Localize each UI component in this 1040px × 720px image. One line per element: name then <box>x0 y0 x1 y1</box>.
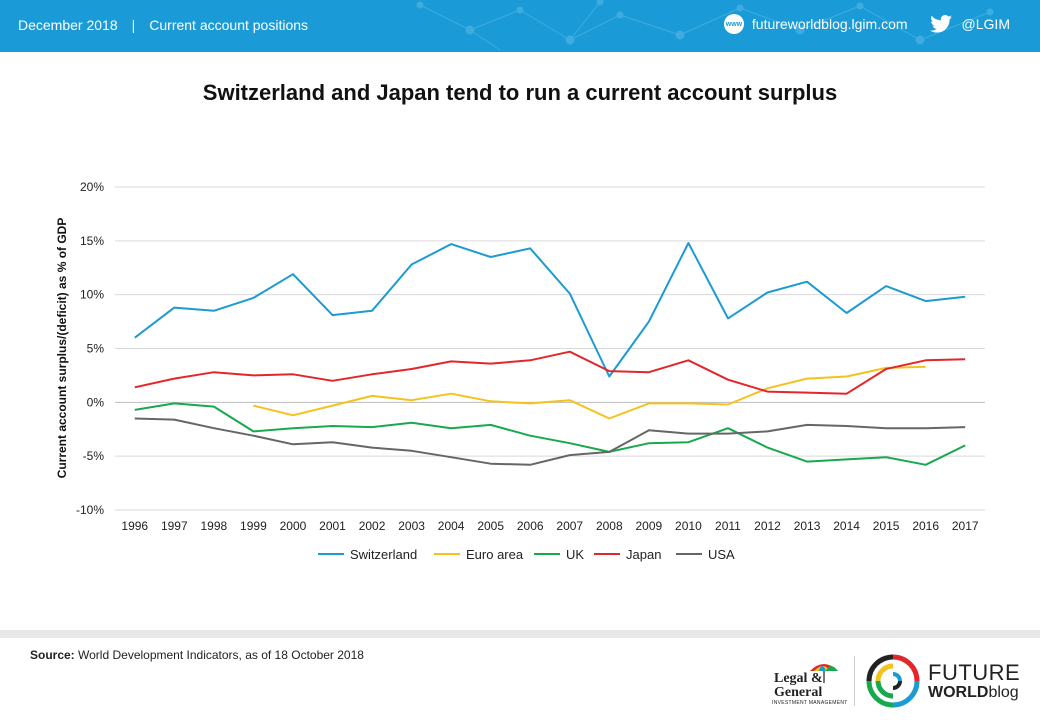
x-tick-label: 2015 <box>873 519 900 533</box>
series-line-usa <box>134 417 966 466</box>
footer-divider <box>0 630 1040 638</box>
chart-title: Switzerland and Japan tend to run a curr… <box>202 80 838 105</box>
x-tick-label: 1997 <box>161 519 188 533</box>
y-tick-label: 20% <box>80 180 104 194</box>
twitter-icon[interactable] <box>929 15 952 33</box>
lg-logo-subtitle: INVESTMENT MANAGEMENT <box>772 700 848 706</box>
twitter-handle[interactable]: @LGIM <box>961 16 1010 32</box>
x-tick-label: 2005 <box>477 519 504 533</box>
header-left: December 2018 | Current account positions <box>18 17 308 33</box>
x-tick-label: 2012 <box>754 519 781 533</box>
lg-logo-line1: Legal & <box>774 671 823 686</box>
legend-label: Japan <box>626 547 661 562</box>
source-text: World Development Indicators, as of 18 O… <box>74 648 364 662</box>
chart-panel <box>0 52 1040 630</box>
x-tick-label: 1996 <box>121 519 148 533</box>
x-tick-label: 2017 <box>952 519 979 533</box>
x-tick-label: 2000 <box>280 519 307 533</box>
legend-label: UK <box>566 547 584 562</box>
chart-series <box>134 242 966 466</box>
lg-logo-text: Legal & General <box>774 672 823 700</box>
x-tick-label: 2008 <box>596 519 623 533</box>
x-tick-label: 2004 <box>438 519 465 533</box>
x-tick-label: 2001 <box>319 519 346 533</box>
lg-umbrella-icon <box>810 664 838 683</box>
x-tick-label: 2003 <box>398 519 425 533</box>
chart-grid <box>115 186 985 511</box>
network-pattern-background <box>416 0 994 51</box>
x-tick-label: 2016 <box>912 519 939 533</box>
y-tick-label: 5% <box>87 342 105 356</box>
header-topic: Current account positions <box>149 17 309 33</box>
y-tick-label: 15% <box>80 234 104 248</box>
y-axis-label: Current account surplus/(deficit) as % o… <box>55 218 69 479</box>
fw-logo-world: WORLD <box>928 684 989 701</box>
x-tick-label: 2006 <box>517 519 544 533</box>
x-tick-label: 2009 <box>636 519 663 533</box>
source-label: Source: <box>30 648 75 662</box>
line-chart: 20% 15% 10% 5% 0% -5% -10% 1996 1997 1998 1999 200… <box>55 180 985 562</box>
y-tick-label: 0% <box>87 395 105 409</box>
website-link[interactable]: futureworldblog.lgim.com <box>751 16 908 32</box>
legend-label: USA <box>708 547 735 562</box>
x-tick-label: 2014 <box>833 519 860 533</box>
legend-label: Euro area <box>466 547 524 562</box>
header-date: December 2018 <box>18 17 118 33</box>
lg-logo-line2: General <box>774 685 823 700</box>
source-note: Source: World Development Indicators, as… <box>30 648 364 662</box>
fw-logo-line1: FUTURE <box>928 660 1021 685</box>
x-tick-label: 2002 <box>359 519 386 533</box>
header-right: www futureworldblog.lgim.com @LGIM <box>723 14 1010 34</box>
legend-label: Switzerland <box>350 547 417 562</box>
www-icon: www <box>723 14 744 34</box>
y-tick-label: -5% <box>83 449 105 463</box>
x-tick-label: 1998 <box>201 519 228 533</box>
series-line-uk <box>134 402 966 466</box>
logo-divider <box>854 656 855 706</box>
y-axis-ticks: 20% 15% 10% 5% 0% -5% -10% <box>76 180 104 517</box>
x-tick-label: 2007 <box>556 519 583 533</box>
header-separator: | <box>131 17 136 33</box>
series-line-euro-area <box>253 365 926 420</box>
chart-legend: Switzerland Euro area UK Japan USA <box>318 547 735 562</box>
header-banner: December 2018 | Current account positions … <box>0 0 1040 52</box>
fw-logo-line2: WORLDblog <box>928 684 1019 702</box>
y-tick-label: -10% <box>76 503 104 517</box>
x-tick-label: 2011 <box>715 519 741 533</box>
x-tick-label: 2010 <box>675 519 702 533</box>
x-axis-ticks: 1996 1997 1998 1999 2000 2001 2002 2003 2004 2005… <box>121 519 978 533</box>
y-tick-label: 10% <box>80 288 104 302</box>
x-tick-label: 1999 <box>240 519 267 533</box>
series-line-japan <box>134 350 966 395</box>
future-world-icon <box>866 654 920 708</box>
fw-logo-blog: blog <box>988 684 1019 701</box>
x-tick-label: 2013 <box>794 519 821 533</box>
series-line-switzerland <box>134 242 966 378</box>
